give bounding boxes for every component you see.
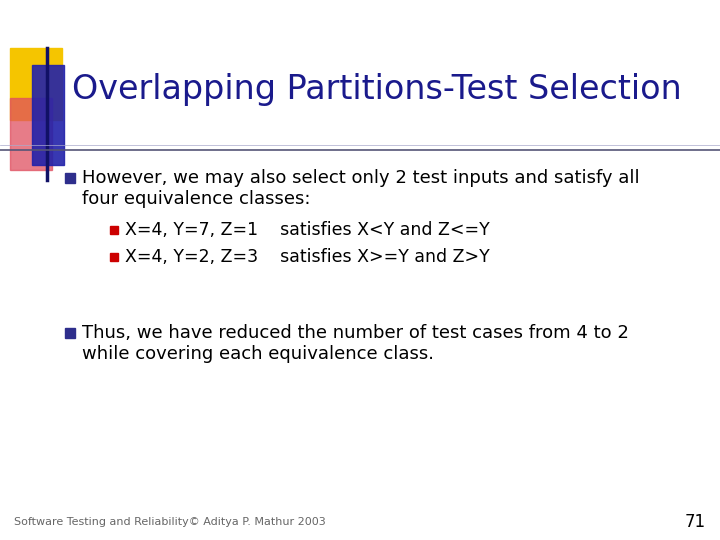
Text: while covering each equivalence class.: while covering each equivalence class. [82, 345, 434, 363]
Bar [10, 48, 62, 120]
Text: four equivalence classes:: four equivalence classes: [82, 190, 310, 208]
Text: Software Testing and Reliability© Aditya P. Mathur 2003: Software Testing and Reliability© Aditya… [14, 517, 325, 527]
Text: Overlapping Partitions-Test Selection: Overlapping Partitions-Test Selection [72, 73, 682, 106]
Text: 71: 71 [685, 513, 706, 531]
Bar [110, 226, 118, 234]
Text: X=4, Y=7, Z=1    satisfies X<Y and Z<=Y: X=4, Y=7, Z=1 satisfies X<Y and Z<=Y [125, 221, 490, 239]
Bar [32, 65, 64, 165]
Bar [65, 173, 75, 183]
Bar [110, 253, 118, 261]
Bar [65, 328, 75, 338]
Text: However, we may also select only 2 test inputs and satisfy all: However, we may also select only 2 test … [82, 169, 639, 187]
Text: Thus, we have reduced the number of test cases from 4 to 2: Thus, we have reduced the number of test… [82, 324, 629, 342]
Text: X=4, Y=2, Z=3    satisfies X>=Y and Z>Y: X=4, Y=2, Z=3 satisfies X>=Y and Z>Y [125, 248, 490, 266]
Bar [10, 98, 52, 170]
